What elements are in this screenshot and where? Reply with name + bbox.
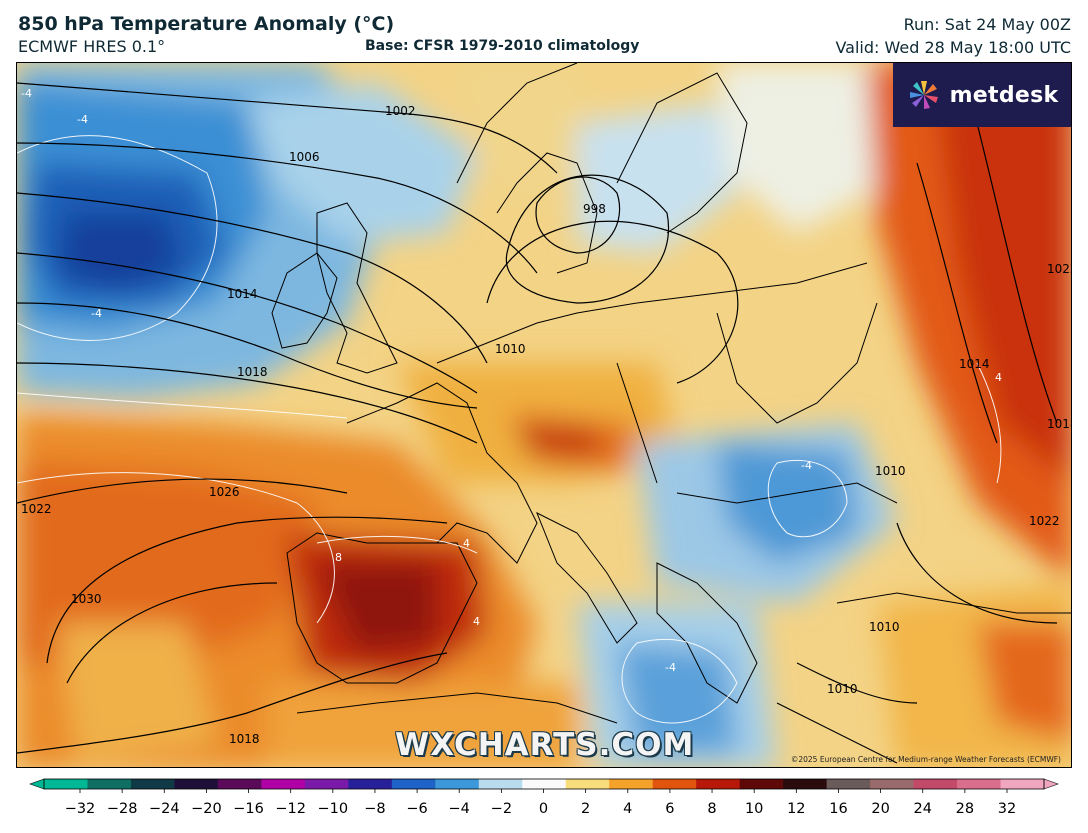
colorbar-tick-label: 24 xyxy=(914,801,932,817)
isobar-label: 1010 xyxy=(495,342,526,356)
colorbar-frame xyxy=(43,778,1045,790)
isobar-label: 1022 xyxy=(1047,262,1072,276)
colorbar-swatch xyxy=(826,779,871,789)
colorbar-tick-label: −6 xyxy=(406,801,427,817)
colorbar-tick-label: 2 xyxy=(581,801,590,817)
colorbar-swatch xyxy=(391,779,436,789)
valid-time: Valid: Wed 28 May 18:00 UTC xyxy=(835,38,1071,57)
colorbar-swatch xyxy=(652,779,697,789)
isobar-label: 1018 xyxy=(229,732,260,746)
metdesk-logo[interactable]: metdesk xyxy=(893,63,1071,127)
isobar-label: 1026 xyxy=(209,485,240,499)
colorbar-swatch xyxy=(130,779,176,789)
colorbar-swatch xyxy=(783,779,828,789)
colorbar-swatch xyxy=(348,779,393,789)
isobar-label: 1006 xyxy=(289,150,320,164)
colorbar-swatch xyxy=(870,779,915,789)
colorbar-tick-label: −8 xyxy=(364,801,385,817)
colorbar: −32 −28 −24 −20 −16 −12 −10 −8 −6 −4 −2 0 2 4 6 8 10 12 16… xyxy=(29,778,1059,817)
isobar-label: 1014 xyxy=(959,357,990,371)
anomaly-label: 4 xyxy=(995,371,1002,384)
isobar-label: 1030 xyxy=(71,592,102,606)
colorbar-tick-label: −2 xyxy=(491,801,512,817)
colorbar-swatch xyxy=(522,779,567,789)
colorbar-swatch xyxy=(87,779,132,789)
colorbar-tick-label: −16 xyxy=(233,801,264,817)
isobar-label: 1010 xyxy=(869,620,900,634)
colorbar-swatch xyxy=(174,779,219,789)
colorbar-tick-label: 28 xyxy=(956,801,974,817)
colorbar-tick-label: −32 xyxy=(65,801,96,817)
isobar-label: 1002 xyxy=(385,104,416,118)
colorbar-tick-label: −4 xyxy=(449,801,470,817)
colorbar-swatches xyxy=(29,778,1059,790)
colorbar-swatch xyxy=(261,779,306,789)
isobar-label: 998 xyxy=(583,202,606,216)
colorbar-swatch xyxy=(1000,779,1045,789)
isobar-label: 1018 xyxy=(237,365,268,379)
colorbar-swatch xyxy=(435,779,480,789)
colorbar-swatch xyxy=(609,779,654,789)
colorbar-swatch xyxy=(304,779,349,789)
colorbar-max-arrow xyxy=(1043,778,1059,790)
colorbar-tick-label: 12 xyxy=(787,801,805,817)
copyright-notice: ©2025 European Centre for Medium-range W… xyxy=(790,755,1061,764)
colorbar-swatch xyxy=(565,779,610,789)
pinwheel-icon xyxy=(909,81,938,109)
climatology-base: Base: CFSR 1979-2010 climatology xyxy=(365,38,640,54)
anomaly-map[interactable]: 1002 1006 998 1014 1010 1018 1022 1026 1… xyxy=(16,62,1072,768)
anomaly-label: -4 xyxy=(21,87,32,100)
colorbar-swatch xyxy=(217,779,262,789)
map-canvas: 1002 1006 998 1014 1010 1018 1022 1026 1… xyxy=(17,63,1072,767)
isobar-label: 1010 xyxy=(875,464,906,478)
isobar-label: 1022 xyxy=(1029,514,1060,528)
model-name: ECMWF HRES 0.1° xyxy=(18,37,166,56)
colorbar-swatch xyxy=(957,779,1002,789)
colorbar-tick-label: 4 xyxy=(623,801,632,817)
colorbar-tick-label: −28 xyxy=(107,801,138,817)
colorbar-tick-label: −12 xyxy=(275,801,306,817)
anomaly-label: -4 xyxy=(77,113,88,126)
anomaly-label: 4 xyxy=(463,537,470,550)
colorbar-min-arrow xyxy=(29,778,45,790)
anomaly-label: -4 xyxy=(801,459,812,472)
isobars xyxy=(17,82,1058,764)
isobar-labels: 1002 1006 998 1014 1010 1018 1022 1026 1… xyxy=(21,104,1072,746)
colorbar-tick-label: −24 xyxy=(149,801,180,817)
colorbar-tick-label: −20 xyxy=(191,801,222,817)
colorbar-tick-label: 0 xyxy=(539,801,548,817)
colorbar-swatch xyxy=(696,779,741,789)
isobar-label: 1018 xyxy=(1047,417,1072,431)
colorbar-tick-label: 20 xyxy=(871,801,889,817)
isobar-label: 1014 xyxy=(227,287,258,301)
colorbar-tick-label: 16 xyxy=(829,801,847,817)
colorbar-tick-label: 32 xyxy=(998,801,1016,817)
colorbar-tick-label: 10 xyxy=(745,801,763,817)
anomaly-label: 4 xyxy=(473,615,480,628)
colorbar-tick-label: 8 xyxy=(707,801,716,817)
anomaly-contours xyxy=(17,135,1002,724)
anomaly-label: -4 xyxy=(665,661,676,674)
colorbar-swatch xyxy=(44,779,89,789)
colorbar-ticks: −32 −28 −24 −20 −16 −12 −10 −8 −6 −4 −2 0 2 4 6 8 10 12 16… xyxy=(65,789,1016,817)
wxcharts-watermark: WXCHARTS.COM xyxy=(395,727,695,763)
colorbar-swatch xyxy=(739,779,784,789)
coastlines xyxy=(271,63,1071,724)
isobar-label: 1010 xyxy=(827,682,858,696)
chart-title: 850 hPa Temperature Anomaly (°C) xyxy=(18,13,395,35)
anomaly-label: -4 xyxy=(91,307,102,320)
isobar-label: 1022 xyxy=(21,502,52,516)
run-time: Run: Sat 24 May 00Z xyxy=(903,15,1071,34)
anomaly-labels: -4 -4 -4 8 4 4 -4 4 -4 xyxy=(21,87,1002,674)
colorbar-tick-label: −10 xyxy=(318,801,349,817)
logo-text: metdesk xyxy=(949,82,1059,108)
colorbar-swatch xyxy=(478,779,523,789)
colorbar-swatch xyxy=(913,779,958,789)
anomaly-label: 8 xyxy=(335,551,342,564)
anomaly-field xyxy=(17,63,1071,767)
colorbar-tick-label: 6 xyxy=(665,801,674,817)
